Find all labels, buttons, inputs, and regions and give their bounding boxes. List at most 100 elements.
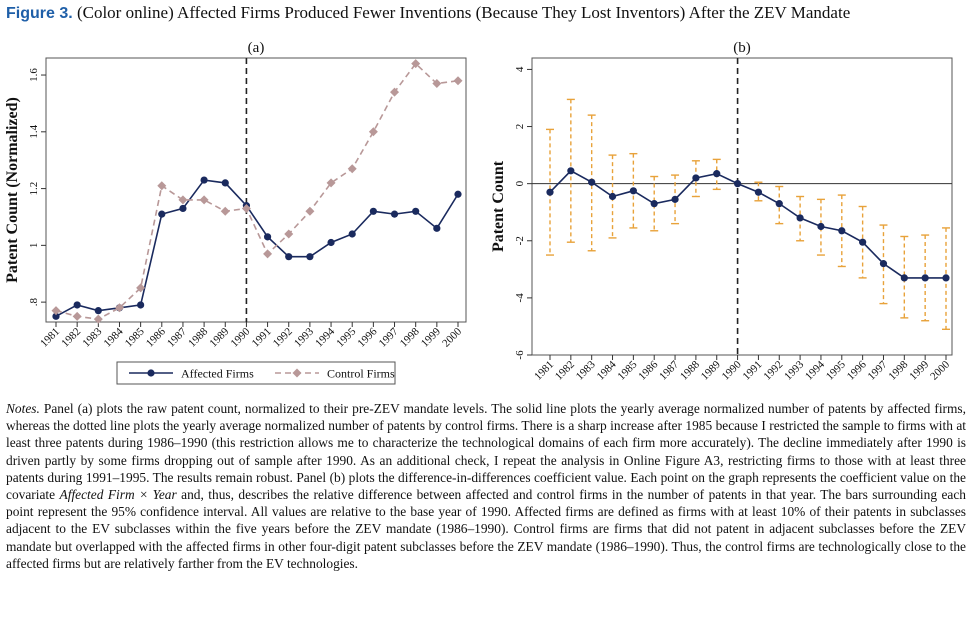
x-tick-label: 1990 bbox=[720, 358, 744, 382]
affected-point bbox=[327, 238, 335, 247]
affected-point bbox=[588, 178, 596, 186]
control-point bbox=[136, 283, 146, 293]
control-point bbox=[368, 127, 378, 137]
y-tick-label: 1.2 bbox=[28, 182, 40, 196]
x-tick-label: 1984 bbox=[102, 325, 126, 349]
affected-point bbox=[390, 210, 399, 218]
notes-text: Panel (a) plots the raw patent count, no… bbox=[6, 401, 966, 503]
x-tick-label: 1982 bbox=[553, 359, 577, 383]
x-tick-label: 1982 bbox=[59, 326, 83, 350]
affected-point bbox=[567, 167, 575, 175]
x-tick-label: 1986 bbox=[144, 325, 168, 349]
x-tick-label: 1986 bbox=[636, 358, 660, 382]
notes-lead: Notes. bbox=[6, 401, 40, 416]
x-tick-label: 1998 bbox=[886, 358, 910, 382]
x-tick-label: 1991 bbox=[250, 326, 274, 350]
affected-point bbox=[879, 260, 888, 268]
control-point bbox=[114, 303, 124, 313]
control-point bbox=[220, 206, 230, 216]
x-tick-label: 1985 bbox=[615, 358, 639, 382]
x-tick-label: 1987 bbox=[165, 325, 189, 349]
affected-point bbox=[306, 253, 314, 261]
affected-series-line bbox=[549, 169, 946, 279]
affected-point bbox=[285, 253, 293, 261]
x-tick-label: 1994 bbox=[313, 325, 337, 349]
affected-point bbox=[921, 274, 929, 282]
x-tick-label: 1993 bbox=[292, 325, 316, 349]
affected-point bbox=[263, 233, 272, 241]
control-point bbox=[241, 203, 251, 213]
control-point bbox=[347, 164, 357, 174]
y-tick-label: -2 bbox=[514, 236, 526, 245]
control-point bbox=[72, 311, 82, 321]
legend-label: Control Firms bbox=[327, 367, 395, 381]
y-tick-label: 2 bbox=[514, 124, 526, 129]
figure-notes: Notes. Panel (a) plots the raw patent co… bbox=[6, 400, 966, 572]
panel-a-chart: (a) Patent Count (Normalized) .8 1 1.2 1.4 1.6… bbox=[4, 40, 467, 385]
figure-number: Figure 3. bbox=[6, 5, 73, 22]
control-point bbox=[263, 249, 273, 259]
x-tick-label: 1992 bbox=[271, 326, 295, 350]
x-tick-label: 1988 bbox=[678, 358, 702, 382]
x-tick-label: 1989 bbox=[207, 325, 231, 349]
x-tick-label: 1996 bbox=[355, 325, 379, 349]
y-tick-label: 4 bbox=[514, 66, 526, 72]
control-point bbox=[305, 206, 315, 216]
plot-frame bbox=[531, 57, 953, 356]
panel-label: (b) bbox=[733, 40, 751, 56]
x-tick-label: 1998 bbox=[398, 325, 422, 349]
x-tick-label: 1990 bbox=[229, 325, 253, 349]
x-tick-label: 1992 bbox=[761, 359, 785, 383]
affected-point bbox=[433, 224, 441, 232]
control-point bbox=[453, 76, 463, 86]
affected-point bbox=[158, 210, 166, 218]
x-tick-label: 2000 bbox=[440, 325, 464, 349]
affected-point bbox=[52, 312, 60, 320]
affected-point bbox=[754, 188, 763, 196]
affected-point bbox=[859, 238, 867, 246]
x-tick-label: 1987 bbox=[657, 358, 681, 382]
control-point bbox=[390, 87, 400, 97]
x-tick-label: 1989 bbox=[699, 358, 723, 382]
affected-point bbox=[838, 227, 846, 235]
y-tick-label: -6 bbox=[514, 350, 526, 360]
control-point bbox=[157, 181, 167, 191]
x-tick-label: 1985 bbox=[123, 325, 147, 349]
affected-point bbox=[94, 307, 102, 315]
x-tick-label: 1991 bbox=[741, 359, 765, 383]
x-tick-label: 1981 bbox=[532, 359, 556, 383]
x-tick-label: 1997 bbox=[866, 358, 890, 382]
legend-swatch-marker bbox=[147, 369, 155, 377]
x-tick-label: 1997 bbox=[377, 325, 401, 349]
y-tick-label: 1.4 bbox=[28, 124, 40, 138]
x-tick-label: 1993 bbox=[782, 358, 806, 382]
panel-b-chart: (b) Patent Count -6 -4 -2 0 2 4 1981198219831984… bbox=[490, 40, 953, 383]
plot-frame bbox=[45, 57, 467, 323]
panel-label: (a) bbox=[248, 40, 265, 56]
affected-point bbox=[775, 200, 783, 208]
x-tick-label: 1984 bbox=[595, 358, 619, 382]
affected-point bbox=[650, 200, 658, 208]
affected-point bbox=[200, 176, 208, 184]
affected-point bbox=[369, 207, 377, 215]
affected-point bbox=[348, 230, 356, 238]
affected-point bbox=[179, 204, 187, 213]
x-tick-label: 1994 bbox=[803, 358, 827, 382]
control-series-line bbox=[55, 62, 459, 320]
x-tick-label: 2000 bbox=[928, 358, 952, 382]
affected-point bbox=[608, 192, 617, 201]
notes-covariate: Affected Firm × Year bbox=[59, 487, 177, 503]
x-tick-label: 1996 bbox=[845, 358, 869, 382]
control-point bbox=[178, 195, 188, 205]
figure-title: Figure 3. (Color online) Affected Firms … bbox=[6, 2, 966, 26]
control-point bbox=[326, 178, 336, 188]
affected-point bbox=[671, 195, 679, 203]
affected-series-line bbox=[55, 179, 459, 318]
affected-point bbox=[942, 274, 950, 282]
x-tick-label: 1995 bbox=[824, 358, 848, 382]
x-tick-label: 1983 bbox=[574, 358, 598, 382]
control-point bbox=[199, 195, 209, 205]
y-tick-label: .8 bbox=[28, 298, 40, 307]
control-point bbox=[284, 229, 294, 239]
legend-box bbox=[116, 361, 396, 385]
